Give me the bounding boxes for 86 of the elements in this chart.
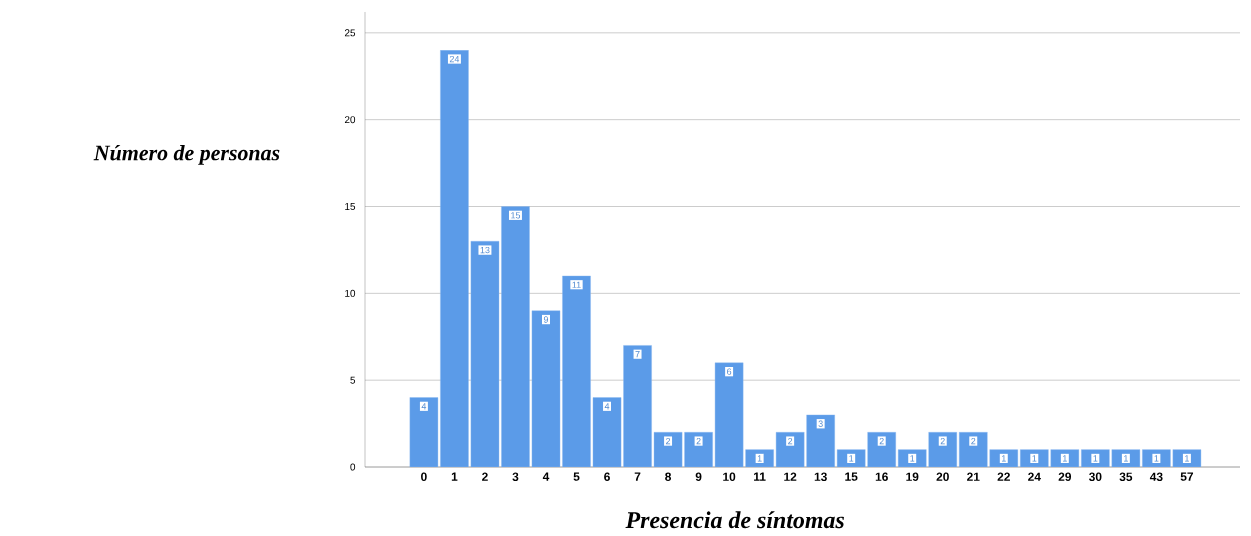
- data-label: 1: [1185, 455, 1189, 462]
- bar: [1081, 449, 1110, 467]
- bar: [1050, 449, 1080, 467]
- x-tick-label: 24: [1028, 472, 1041, 481]
- x-tick-label: 29: [1058, 472, 1072, 481]
- bar: [1111, 449, 1141, 467]
- data-label: 2: [940, 437, 945, 445]
- data-label: 1: [757, 455, 762, 462]
- x-tick-label: 22: [997, 472, 1010, 481]
- data-label: 9: [543, 316, 549, 323]
- y-tick-label: 5: [350, 376, 356, 384]
- bar: [1142, 449, 1171, 467]
- x-tick-label: 7: [634, 472, 641, 481]
- data-label: 4: [421, 403, 427, 410]
- bar: [897, 449, 927, 467]
- bar: [562, 275, 591, 467]
- data-label: 11: [572, 281, 581, 288]
- data-label: 4: [604, 403, 610, 410]
- data-label: 1: [849, 455, 854, 462]
- bar: [1172, 449, 1202, 467]
- x-tick-label: 43: [1149, 472, 1163, 481]
- y-tick-label: 15: [345, 203, 356, 210]
- x-tick-label: 5: [573, 472, 580, 481]
- y-tick-label: 10: [345, 289, 356, 297]
- data-label: 1: [1124, 455, 1128, 462]
- data-label: 1: [1093, 455, 1098, 462]
- bar: [714, 362, 744, 467]
- bar: [501, 206, 530, 467]
- x-tick-label: 21: [967, 472, 980, 481]
- bar: [623, 345, 652, 467]
- data-label: 13: [480, 246, 490, 254]
- x-axis-title: Presencia de síntomas: [625, 511, 844, 529]
- bar: [440, 50, 469, 467]
- x-tick-label: 35: [1119, 472, 1133, 481]
- data-label: 2: [696, 437, 701, 445]
- bar: [409, 397, 439, 467]
- data-label: 1: [1032, 455, 1037, 462]
- bar: [775, 432, 805, 467]
- y-tick-label: 20: [344, 116, 356, 124]
- data-label: 24: [449, 55, 460, 63]
- x-tick-label: 1: [451, 472, 458, 481]
- data-label: 2: [879, 437, 884, 445]
- bar: [806, 414, 835, 467]
- x-tick-label: 30: [1088, 472, 1102, 481]
- bar: [959, 432, 988, 467]
- data-label: 2: [971, 437, 976, 445]
- x-tick-label: 3: [512, 472, 519, 481]
- bar: [470, 241, 500, 467]
- x-tick-label: 9: [695, 472, 702, 481]
- x-tick-label: 10: [723, 472, 736, 481]
- bar: [928, 432, 957, 467]
- x-tick-label: 13: [814, 472, 827, 481]
- x-tick-label: 8: [665, 472, 672, 481]
- data-label: 6: [727, 368, 732, 375]
- x-tick-label: 19: [906, 472, 919, 481]
- data-label: 7: [635, 351, 640, 358]
- bar: [653, 432, 683, 467]
- data-label: 1: [910, 455, 915, 462]
- x-tick-label: 2: [482, 472, 488, 481]
- y-axis-title: Número de personas: [93, 144, 280, 165]
- bar: [867, 432, 896, 467]
- bar: [531, 310, 561, 467]
- x-tick-label: 16: [875, 472, 888, 481]
- x-tick-label: 6: [604, 472, 610, 481]
- bar: [745, 449, 774, 467]
- data-label: 1: [1001, 455, 1006, 462]
- y-tick-label: 25: [344, 29, 356, 37]
- y-tick-label: 0: [350, 463, 356, 471]
- bar: [989, 449, 1019, 467]
- x-tick-label: 57: [1180, 472, 1194, 481]
- data-label: 15: [511, 212, 521, 219]
- x-tick-label: 15: [845, 472, 858, 481]
- x-tick-label: 0: [421, 472, 427, 481]
- bar: [1020, 449, 1049, 467]
- data-label: 1: [1154, 455, 1159, 462]
- x-tick-label: 4: [542, 472, 550, 481]
- x-tick-label: 20: [936, 472, 949, 481]
- data-label: 2: [666, 437, 671, 445]
- bar: [592, 397, 622, 467]
- bar: [836, 449, 866, 467]
- data-label: 3: [818, 420, 823, 427]
- x-tick-label: 11: [754, 472, 766, 481]
- data-label: 1: [1063, 455, 1067, 462]
- x-tick-label: 12: [784, 472, 797, 481]
- bar: [684, 432, 713, 467]
- data-label: 2: [788, 437, 793, 445]
